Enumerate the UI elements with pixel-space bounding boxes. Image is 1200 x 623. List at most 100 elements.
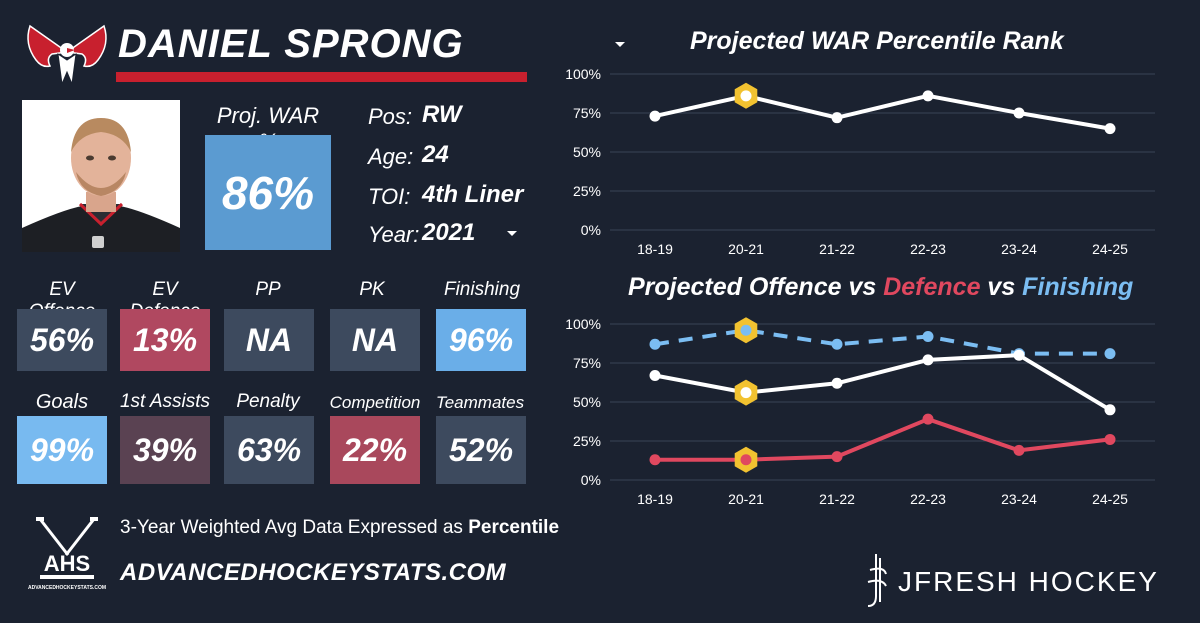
footer-text-prefix: 3-Year Weighted Avg Data Expressed as [120,517,469,538]
toi-label: TOI: [368,184,411,209]
chart1-x-tick-label: 23-24 [1001,241,1037,257]
stat-value-finishing: 96% [448,321,514,358]
chart1-y-tick-label: 100% [565,66,601,82]
chart1-x-tick-label: 20-21 [728,241,764,257]
player-name: DANIEL SPRONG [118,22,464,66]
chart2-x-tick-label: 24-25 [1092,491,1128,507]
chart1-x-tick-label: 24-25 [1092,241,1128,257]
stat-box-finishing: 96% [436,309,526,371]
stat-box-ev-defence: 13% [120,309,210,371]
stat-box-ev-offence: 56% [17,309,107,371]
chart2-data-point [740,387,752,399]
stat-value-teammates: 52% [448,431,514,468]
chart1-data-point [831,112,843,124]
chart2-data-point [1104,433,1116,445]
stat-value-ev-offence: 56% [29,321,95,358]
chart2-title: Projected Offence vs Defence vs Finishin… [628,273,1133,302]
stat-box-teammates: 52% [436,416,526,484]
chart2-y-tick-label: 25% [573,433,601,449]
stat-box-pp: NA [224,309,314,371]
jfresh-brand: JFRESH HOCKEY [898,566,1159,597]
stat-label-pk: PK [359,279,385,300]
chart2-x-tick-label: 20-21 [728,491,764,507]
chart2-x-tick-label: 22-23 [910,491,946,507]
footer-url-link[interactable]: ADVANCEDHOCKEYSTATS.COM [120,559,507,586]
chart2-y-tick-label: 75% [573,355,601,371]
chart2-data-point [1104,348,1116,360]
chart2-series-line [655,417,1111,462]
chart2-y-tick-label: 100% [565,316,601,332]
year-label: Year: [368,222,420,247]
chart1-y-tick-label: 0% [581,222,601,238]
chart2-series-line [654,328,1110,356]
stat-label-competition: Competition [329,393,421,412]
chart1-y-tick-label: 75% [573,105,601,121]
chart2-data-point [831,451,843,463]
chart2-data-point [831,377,843,389]
age-label: Age: [368,144,414,169]
chart2-data-point [922,413,934,425]
chart2-data-point [649,338,661,350]
chart2-x-tick-label: 21-22 [819,491,855,507]
chart1-data-point [649,110,661,122]
year-select[interactable]: 2021 [422,219,476,246]
player-photo [22,100,180,252]
ahs-logo-subtext: ADVANCEDHOCKEYSTATS.COM [28,585,106,591]
chart2-title-finishing: Finishing [1022,273,1134,301]
chart2-data-point [831,338,843,350]
chart-dropdown-arrow-icon[interactable] [615,42,625,47]
chart2-data-point [1013,349,1025,361]
chart2-y-tick-label: 50% [573,394,601,410]
chart2-data-point [1104,404,1116,416]
stat-label-teammates: Teammates [435,393,525,412]
stat-box-1st-assists: 39% [120,416,210,484]
stat-value-penalty: 63% [236,431,302,468]
war-value: 86% [221,166,315,219]
ahs-logo-text: AHS [44,551,90,576]
ahs-logo: AHS ADVANCEDHOCKEYSTATS.COM [28,517,106,591]
chart2-title-defence: Defence [883,273,981,301]
capitals-eagle-logo [27,24,107,86]
stat-value-competition: 22% [342,431,408,468]
stat-label-finishing: Finishing [443,279,521,300]
year-dropdown-arrow-icon[interactable] [507,231,517,236]
age-value: 24 [422,141,449,168]
chart2-data-point [922,354,934,366]
stat-label-1st-assists: 1st Assists [119,391,211,412]
chart1-series-line [654,93,1111,131]
footer-text-bold: Percentile [468,517,560,538]
stat-value-ev-defence: 13% [132,321,198,358]
chart1-x-tick-label: 22-23 [910,241,946,257]
stat-value-goals: 99% [29,431,95,468]
war-percentile-chart: 0% 25% 50% 75% 100% 18-19 20-21 21-22 22-23 23-24… [565,66,1155,257]
stat-box-penalty: 63% [224,416,314,484]
offence-defence-finishing-chart: 0% 25% 50% 75% 100% 18-19 20-21 21-22 22-23 23-24… [565,316,1155,507]
chart2-x-tick-label: 18-19 [637,491,673,507]
chart2-data-point [649,454,661,466]
stat-box-competition: 22% [330,416,420,484]
chart1-y-tick-label: 50% [573,144,601,160]
stat-label-penalty: Penalty [236,391,300,412]
chart2-data-point [740,454,752,466]
chart1-y-tick-label: 25% [573,183,601,199]
toi-value: 4th Liner [422,181,524,208]
stat-label-pp: PP [255,279,281,300]
stat-value-pp: NA [245,321,293,358]
chart1-data-point [922,90,934,102]
chart2-title-part-1: Projected Offence vs [628,273,884,301]
chart2-series-line [654,353,1112,412]
chart2-data-point [922,330,934,342]
chart1-title: Projected WAR Percentile Rank [690,27,1064,55]
stat-label-goals: Goals [35,391,89,413]
chart2-data-point [1013,444,1025,456]
war-value-box: 86% [205,135,331,250]
footer-description: 3-Year Weighted Avg Data Expressed as Pe… [120,517,559,539]
chart2-title-part-3: vs [980,273,1023,301]
chart2-x-tick-label: 23-24 [1001,491,1037,507]
stat-value-1st-assists: 39% [132,431,198,468]
chart1-data-point [1104,123,1116,135]
stat-box-pk: NA [330,309,420,371]
pos-label: Pos: [368,104,413,129]
chart1-data-point [1013,107,1025,119]
chart1-x-tick-label: 21-22 [819,241,855,257]
